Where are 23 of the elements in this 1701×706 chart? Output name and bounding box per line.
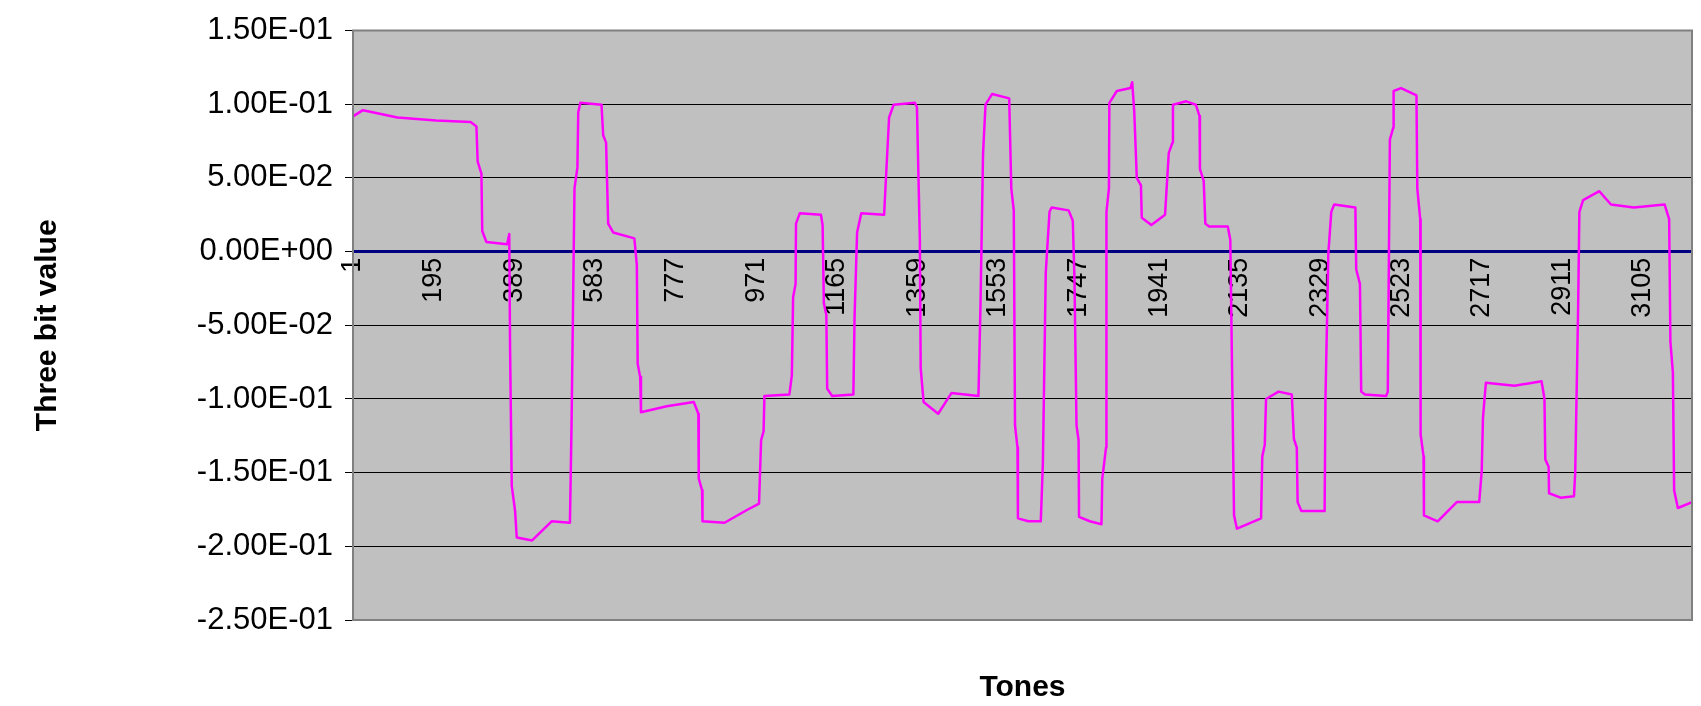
x-tick-label: 2911	[1545, 257, 1576, 316]
y-tick-label: -2.50E-01	[196, 600, 333, 636]
x-tick-label: 583	[578, 257, 609, 303]
x-tick-label: 971	[739, 257, 770, 303]
y-tick-label: 1.50E-01	[207, 11, 333, 47]
x-axis-title: Tones	[979, 669, 1066, 703]
y-tick-label: -1.00E-01	[196, 379, 333, 415]
x-tick-label: 2523	[1384, 257, 1415, 318]
x-tick-label: 195	[417, 257, 448, 303]
x-tick-label: 1165	[820, 257, 851, 316]
y-tick-label: 5.00E-02	[207, 158, 333, 194]
y-tick-label: -1.50E-01	[196, 453, 333, 489]
x-tick-label: 1941	[1142, 257, 1173, 318]
y-tick-label: -5.00E-02	[196, 305, 333, 341]
x-tick-label: 2717	[1465, 257, 1496, 318]
y-axis-title: Three bit value	[29, 219, 63, 432]
x-tick-label: 389	[497, 257, 528, 303]
y-tick-label: 1.00E-01	[207, 84, 333, 120]
y-tick-label: -2.00E-01	[196, 526, 333, 562]
y-tick-label: 0.00E+00	[199, 232, 333, 268]
x-tick-label: 777	[658, 257, 689, 303]
x-tick-label: 1553	[981, 257, 1012, 318]
x-tick-label: 3105	[1626, 257, 1657, 318]
